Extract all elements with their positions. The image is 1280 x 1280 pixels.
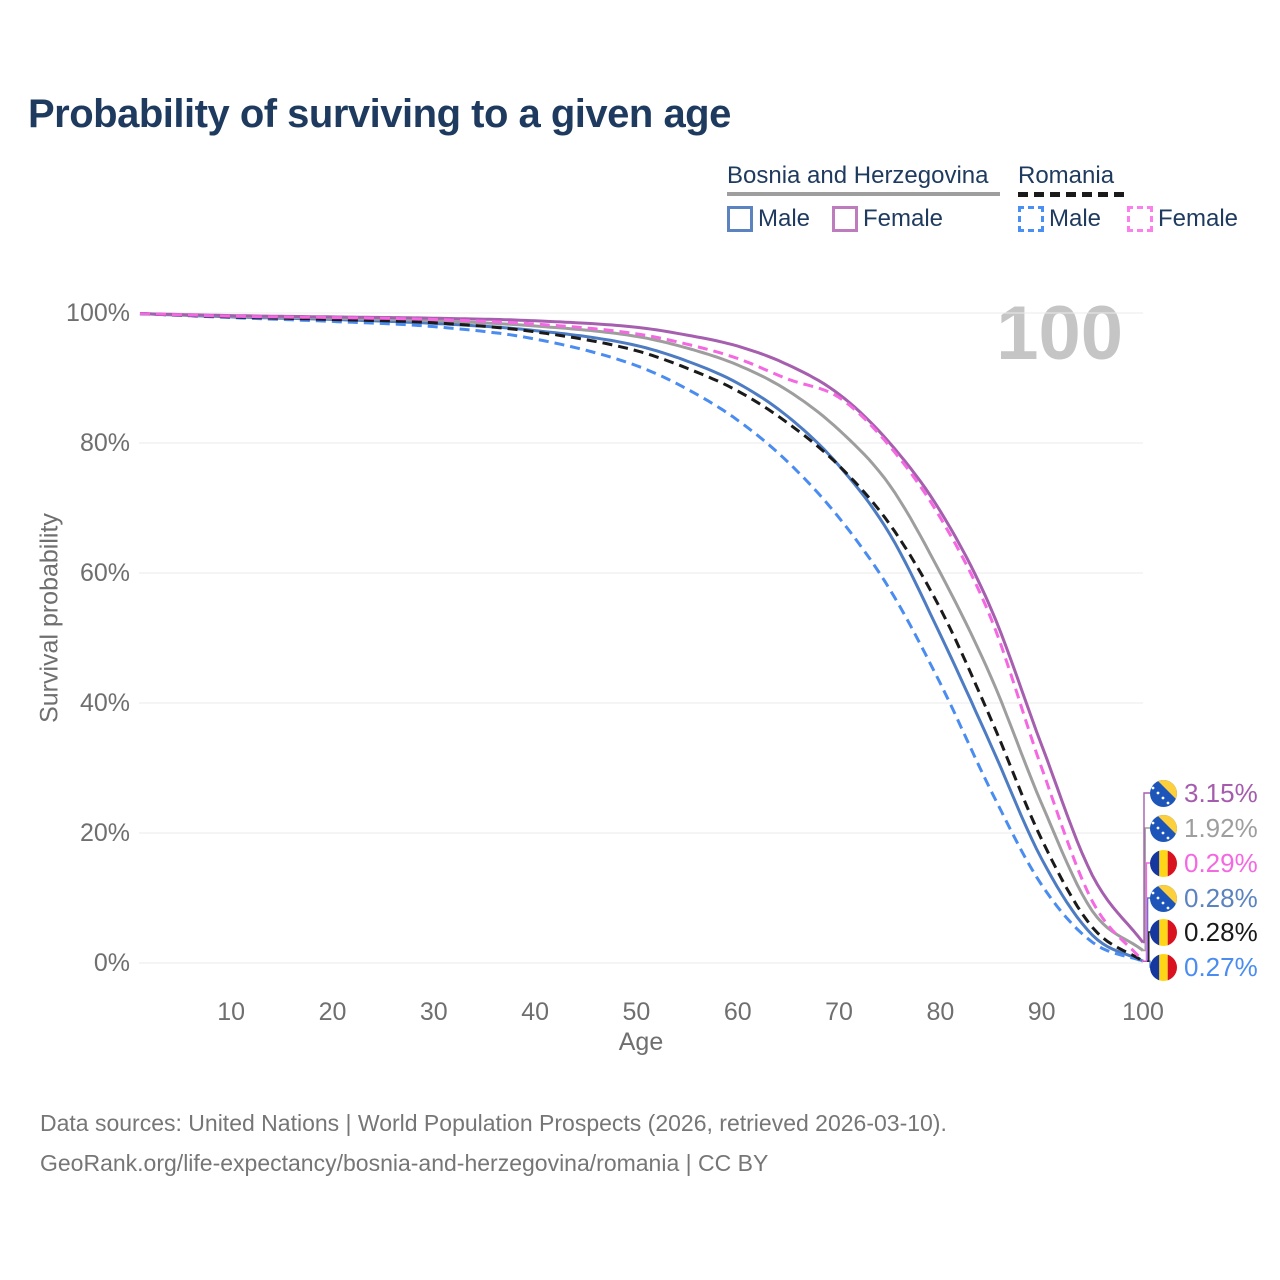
legend-group-romania-title[interactable]: Romania bbox=[1018, 162, 1115, 189]
legend-item-romania-female[interactable]: Female bbox=[1127, 205, 1238, 232]
bosnia-female-swatch bbox=[832, 205, 858, 232]
y-tick-20: 20% bbox=[79, 819, 130, 847]
x-tick-50: 50 bbox=[622, 998, 651, 1026]
data-sources-caption: Data sources: United Nations | World Pop… bbox=[40, 1110, 947, 1136]
legend-label: Female bbox=[1158, 205, 1239, 232]
x-tick-100: 100 bbox=[1122, 998, 1164, 1026]
legend-item-bosnia-male[interactable]: Male bbox=[727, 205, 810, 232]
end-value: 0.28% bbox=[1184, 916, 1258, 947]
romania-female-swatch bbox=[1127, 205, 1153, 232]
end-value: 0.28% bbox=[1184, 882, 1258, 913]
x-axis-title: Age bbox=[618, 1028, 664, 1056]
end-label-bosnia-female: 3.15% bbox=[1150, 777, 1258, 809]
y-tick-40: 40% bbox=[79, 689, 130, 717]
bosnia-flag-icon bbox=[1150, 779, 1177, 807]
page-title: Probability of surviving to a given age bbox=[28, 92, 731, 136]
romania-flag-icon bbox=[1150, 918, 1177, 946]
legend-label: Female bbox=[863, 205, 944, 232]
end-label-connectors bbox=[1143, 792, 1152, 968]
y-tick-60: 60% bbox=[79, 559, 130, 587]
romania-flag-icon bbox=[1150, 849, 1177, 877]
bosnia-male-swatch bbox=[727, 205, 753, 232]
source-url-caption: GeoRank.org/life-expectancy/bosnia-and-h… bbox=[40, 1150, 769, 1176]
curve-bosnia-and-herzegovina-male[interactable] bbox=[139, 312, 1144, 963]
end-label-bosnia-male: 0.28% bbox=[1150, 882, 1258, 914]
connector-bosnia-and-herzegovina-female bbox=[1143, 792, 1152, 944]
curve-romania-female[interactable] bbox=[139, 312, 1145, 963]
y-tick-80: 80% bbox=[79, 429, 130, 457]
connector-bosnia-and-herzegovina-both-sexes bbox=[1143, 827, 1152, 952]
curve-romania-both-sexes[interactable] bbox=[139, 312, 1144, 963]
x-tick-40: 40 bbox=[521, 998, 550, 1026]
legend-item-bosnia-female[interactable]: Female bbox=[832, 205, 943, 232]
hover-age-annotation: 100 bbox=[996, 291, 1123, 376]
bosnia-flag-icon bbox=[1150, 884, 1177, 912]
end-label-romania-both: 0.28% bbox=[1150, 916, 1258, 948]
gridlines bbox=[139, 312, 1143, 964]
connector-romania-female bbox=[1143, 862, 1152, 962]
x-tick-90: 90 bbox=[1027, 998, 1056, 1026]
end-value: 1.92% bbox=[1184, 812, 1258, 843]
x-tick-30: 30 bbox=[419, 998, 448, 1026]
curve-bosnia-and-herzegovina-female[interactable] bbox=[139, 312, 1145, 944]
legend-label: Male bbox=[1049, 205, 1102, 232]
x-tick-80: 80 bbox=[926, 998, 955, 1026]
end-value: 0.29% bbox=[1184, 847, 1258, 878]
legend-group-bosnia-title[interactable]: Bosnia and Herzegovina bbox=[727, 162, 989, 189]
romania-male-swatch bbox=[1018, 205, 1044, 232]
x-tick-70: 70 bbox=[825, 998, 853, 1026]
x-tick-60: 60 bbox=[723, 998, 752, 1026]
x-tick-10: 10 bbox=[217, 998, 246, 1026]
y-tick-0: 0% bbox=[93, 949, 130, 977]
romania-flag-icon bbox=[1150, 953, 1177, 981]
x-tick-20: 20 bbox=[318, 998, 347, 1026]
end-label-romania-female: 0.29% bbox=[1150, 847, 1258, 879]
end-label-bosnia-both: 1.92% bbox=[1150, 812, 1258, 844]
legend-bosnia-solid-line-sample bbox=[727, 192, 1000, 196]
end-value: 3.15% bbox=[1184, 777, 1258, 808]
curve-romania-male[interactable] bbox=[139, 312, 1144, 963]
end-value: 0.27% bbox=[1184, 951, 1258, 982]
legend-romania-dashed-line-sample bbox=[1018, 192, 1124, 197]
bosnia-flag-icon bbox=[1150, 814, 1177, 842]
legend-label: Male bbox=[758, 205, 811, 232]
curve-bosnia-and-herzegovina-both-sexes[interactable] bbox=[139, 312, 1144, 952]
y-tick-100: 100% bbox=[66, 299, 130, 327]
end-label-romania-male: 0.27% bbox=[1150, 951, 1258, 983]
legend-item-romania-male[interactable]: Male bbox=[1018, 205, 1101, 232]
survival-curves bbox=[139, 312, 1145, 963]
